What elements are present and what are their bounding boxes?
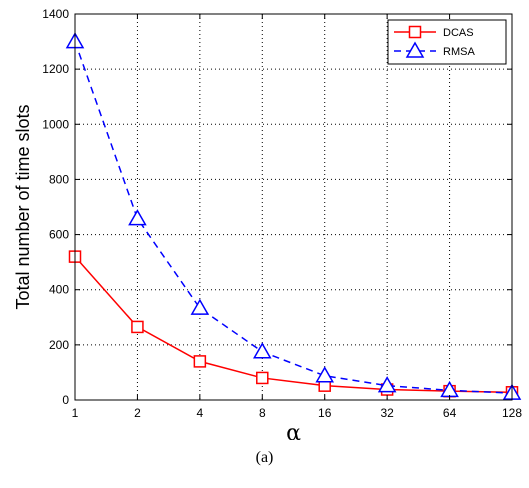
y-tick-label: 800 (49, 172, 69, 186)
marker-dcas (256, 371, 269, 385)
y-tick-label: 200 (49, 338, 69, 352)
x-tick-label: 128 (502, 406, 522, 420)
marker-rmsa (315, 366, 335, 383)
marker-rmsa (377, 376, 397, 393)
y-tick-label: 1200 (42, 62, 69, 76)
x-tick-label: 8 (259, 406, 266, 420)
marker-dcas (131, 320, 144, 334)
legend-label-dcas: DCAS (443, 27, 474, 39)
y-tick-label: 400 (49, 283, 69, 297)
figure-caption: (a) (255, 449, 274, 466)
series-rmsa (65, 32, 522, 400)
plot-frame (74, 13, 513, 401)
y-tick-label: 0 (62, 393, 69, 407)
series-dcas (68, 250, 519, 399)
marker-dcas (193, 355, 207, 368)
x-tick-label: 32 (380, 406, 394, 420)
y-tick-label: 600 (49, 228, 69, 242)
series-line-rmsa (74, 41, 513, 394)
x-tick-label: 2 (134, 406, 141, 420)
legend-label-rmsa: RMSA (443, 46, 475, 58)
axis-ticks: 1 2 4 8 16 32 64 128 0 200 400 600 800 1000 1200 1400 (42, 7, 522, 420)
x-tick-label: 16 (318, 406, 332, 420)
series-line-dcas (74, 256, 513, 394)
legend: DCAS RMSA (387, 19, 507, 65)
y-axis-label: Total number of time slots (13, 104, 33, 309)
marker-legend-rmsa (405, 41, 425, 58)
x-axis-label: α (286, 421, 301, 440)
grid-lines (75, 14, 512, 400)
marker-rmsa (190, 298, 210, 315)
marker-rmsa (128, 209, 147, 226)
x-tick-label: 64 (443, 406, 457, 420)
line-chart: 1 2 4 8 16 32 64 128 0 200 400 600 800 1000 1200 1400 D… (13, 7, 522, 440)
marker-legend-dcas (408, 25, 422, 39)
x-tick-label: 1 (72, 406, 79, 420)
marker-rmsa (252, 342, 272, 359)
x-tick-label: 4 (197, 406, 204, 420)
data-series (65, 32, 522, 400)
y-tick-label: 1000 (42, 117, 69, 131)
y-tick-label: 1400 (42, 7, 69, 21)
